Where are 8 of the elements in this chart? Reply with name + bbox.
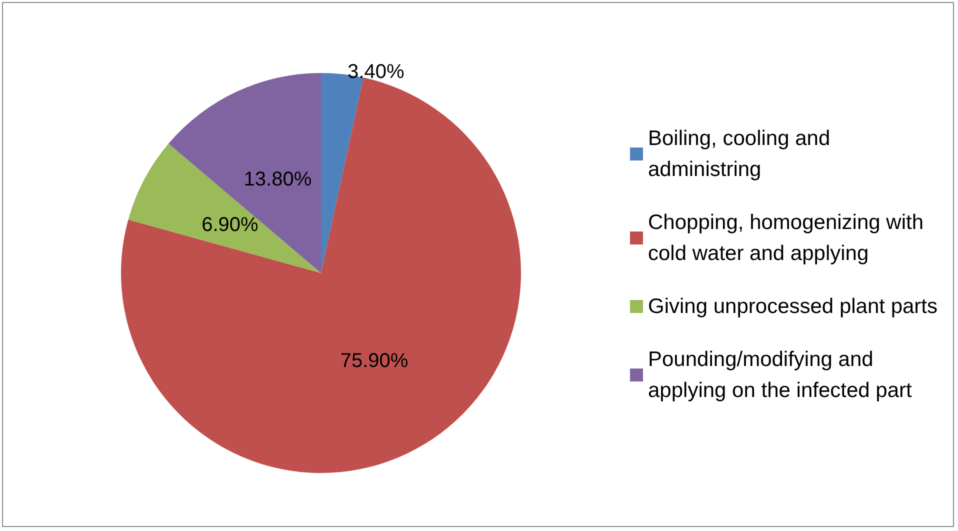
legend-label: Boiling, cooling and administring: [648, 127, 836, 181]
legend-label: Giving unprocessed plant parts: [648, 295, 938, 318]
data-label: 13.80%: [244, 168, 312, 191]
legend-label: Chopping, homogenizing with cold water and applying: [648, 211, 930, 265]
data-label: 6.90%: [202, 214, 259, 236]
legend-label: Pounding/modifying and applying on the infected part: [648, 348, 912, 402]
data-label: 3.40%: [348, 61, 404, 84]
data-label: 75.90%: [340, 350, 408, 372]
